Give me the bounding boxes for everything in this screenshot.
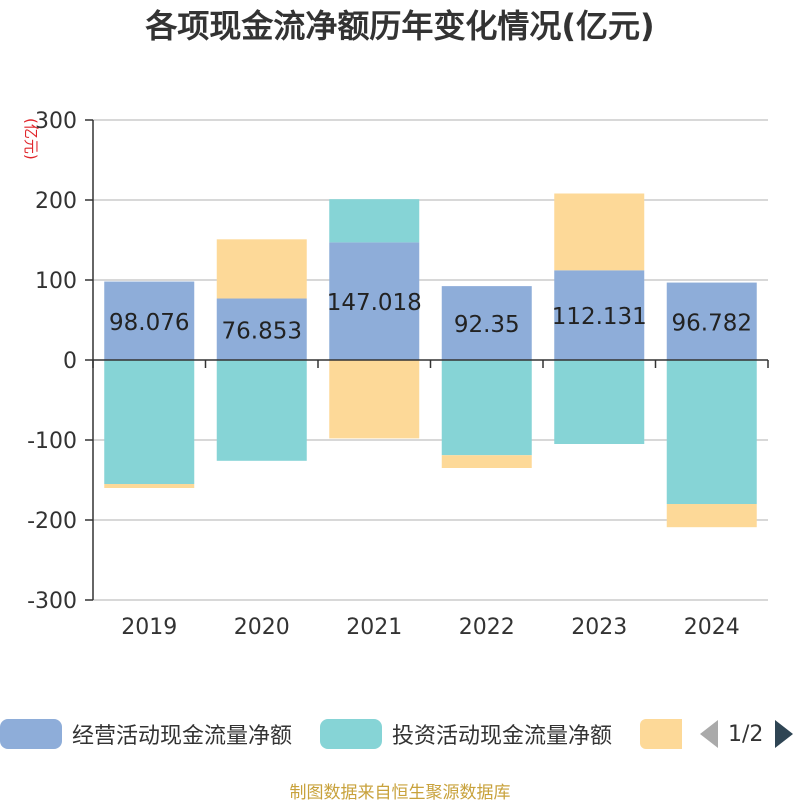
pager-next-icon[interactable] bbox=[775, 720, 794, 748]
bar-s0-2020 bbox=[216, 298, 307, 360]
chart-title: 各项现金流净额历年变化情况(亿元) bbox=[145, 7, 655, 45]
bar-s2-2020 bbox=[216, 239, 307, 299]
labels: 300 200 100 0 -100 -200 -300 98.076 76.853 147.01… bbox=[22, 109, 752, 640]
legend-item-investing[interactable]: 投资活动现金流量净额 bbox=[320, 716, 612, 752]
bar-s2-2022 bbox=[441, 455, 532, 468]
bar-s1-2024 bbox=[666, 360, 757, 504]
bar-s0-2021 bbox=[329, 242, 420, 360]
bar-s1-2019 bbox=[104, 360, 195, 484]
unit-label: (亿元) bbox=[22, 118, 40, 160]
bar-s2-2019 bbox=[104, 484, 195, 488]
bar-s0-2019 bbox=[104, 281, 195, 360]
data-label: 96.782 bbox=[672, 310, 752, 336]
data-label: 92.35 bbox=[454, 312, 520, 338]
bar-s2-2021 bbox=[329, 360, 420, 439]
bars bbox=[104, 193, 757, 528]
bar-s1-2023 bbox=[554, 360, 645, 444]
y-tick-label: -100 bbox=[27, 429, 77, 454]
legend-swatch-third bbox=[640, 719, 682, 749]
x-tick-label: 2019 bbox=[121, 615, 177, 640]
x-tick-label: 2021 bbox=[346, 615, 402, 640]
legend-item-operating[interactable]: 经营活动现金流量净额 bbox=[0, 716, 292, 752]
y-tick-label: 0 bbox=[63, 349, 77, 374]
y-tick-label: -300 bbox=[27, 589, 77, 614]
legend-swatch-investing bbox=[320, 719, 382, 749]
legend-label-investing: 投资活动现金流量净额 bbox=[392, 724, 613, 749]
x-tick-label: 2023 bbox=[571, 615, 627, 640]
x-tick-label: 2020 bbox=[234, 615, 290, 640]
y-tick-label: 300 bbox=[35, 109, 77, 134]
legend-item-third[interactable] bbox=[640, 716, 682, 752]
bar-s1-2022 bbox=[441, 360, 532, 456]
y-tick-label: 100 bbox=[35, 269, 77, 294]
x-tick-label: 2024 bbox=[684, 615, 740, 640]
data-label: 98.076 bbox=[109, 310, 189, 336]
pager-prev-icon[interactable] bbox=[700, 720, 718, 748]
legend-swatch-operating bbox=[0, 719, 62, 749]
bar-s0-2024 bbox=[666, 282, 757, 360]
bar-s1-2020 bbox=[216, 360, 307, 461]
pager-text: 1/2 bbox=[728, 721, 764, 747]
data-label: 147.018 bbox=[327, 290, 422, 316]
bar-s2-2023 bbox=[554, 193, 645, 271]
axes bbox=[85, 119, 769, 601]
source-note: 制图数据来自恒生聚源数据库 bbox=[289, 783, 511, 803]
data-label: 112.131 bbox=[552, 304, 647, 330]
y-tick-label: 200 bbox=[35, 189, 77, 214]
y-tick-label: -200 bbox=[27, 509, 77, 534]
bar-s0-2022 bbox=[441, 286, 532, 360]
bar-s0-2023 bbox=[554, 270, 645, 360]
grid-lines bbox=[93, 119, 768, 601]
legend-label-operating: 经营活动现金流量净额 bbox=[72, 724, 293, 749]
legend: 经营活动现金流量净额 投资活动现金流量净额 bbox=[0, 716, 800, 752]
bar-s2-2024 bbox=[666, 504, 757, 528]
legend-pager: 1/2 bbox=[700, 716, 794, 752]
data-label: 76.853 bbox=[222, 318, 302, 344]
x-tick-label: 2022 bbox=[459, 615, 515, 640]
bar-s1-2021 bbox=[329, 199, 420, 243]
